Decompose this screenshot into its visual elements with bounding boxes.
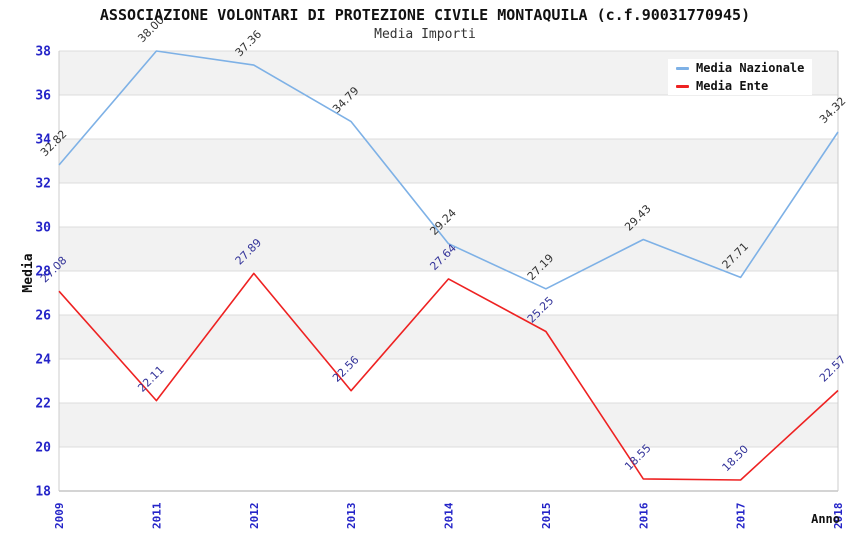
x-tick-label: 2018 xyxy=(832,503,845,530)
x-tick-label: 2017 xyxy=(735,503,748,530)
grid-band xyxy=(59,315,838,359)
legend: Media Nazionale Media Ente xyxy=(668,59,812,95)
y-tick-label: 34 xyxy=(35,133,51,148)
y-tick-label: 20 xyxy=(35,441,51,456)
x-tick-label: 2015 xyxy=(540,503,553,530)
chart-subtitle: Media Importi xyxy=(374,27,476,42)
grid-band xyxy=(59,139,838,183)
grid-band xyxy=(59,403,838,447)
y-tick-label: 28 xyxy=(35,265,51,280)
y-tick-label: 26 xyxy=(35,309,51,324)
x-tick-label: 2016 xyxy=(637,502,650,529)
x-tick-label: 2012 xyxy=(248,503,261,530)
grid-band xyxy=(59,227,838,271)
y-tick-label: 22 xyxy=(35,397,51,412)
legend-label-media-ente: Media Ente xyxy=(696,79,769,93)
x-tick-label: 2011 xyxy=(150,502,163,529)
y-tick-label: 18 xyxy=(35,485,51,500)
legend-label-media-nazionale: Media Nazionale xyxy=(696,61,805,75)
series-line-media-ente xyxy=(58,272,839,481)
x-axis-title: Anno xyxy=(811,512,840,526)
x-tick-label: 2014 xyxy=(443,502,456,529)
legend-swatch-media-ente xyxy=(676,84,689,88)
legend-item-media-nazionale: Media Nazionale xyxy=(668,60,812,76)
y-axis-title: Media xyxy=(21,253,36,293)
chart-title: ASSOCIAZIONE VOLONTARI DI PROTEZIONE CIV… xyxy=(99,6,751,24)
y-tick-label: 38 xyxy=(35,45,51,60)
y-tick-label: 30 xyxy=(35,221,51,236)
y-tick-label: 24 xyxy=(35,353,51,368)
x-tick-label: 2009 xyxy=(53,503,66,530)
data-label-media-ente: 22.11 xyxy=(135,363,166,394)
legend-item-media-ente: Media Ente xyxy=(668,78,812,94)
x-tick-label: 2013 xyxy=(345,503,358,530)
legend-swatch-media-nazionale xyxy=(676,66,689,70)
data-label-media-nazionale: 34.32 xyxy=(817,95,848,126)
y-tick-label: 36 xyxy=(35,89,51,104)
series-line-media-nazionale xyxy=(58,50,839,290)
y-tick-label: 32 xyxy=(35,177,51,192)
